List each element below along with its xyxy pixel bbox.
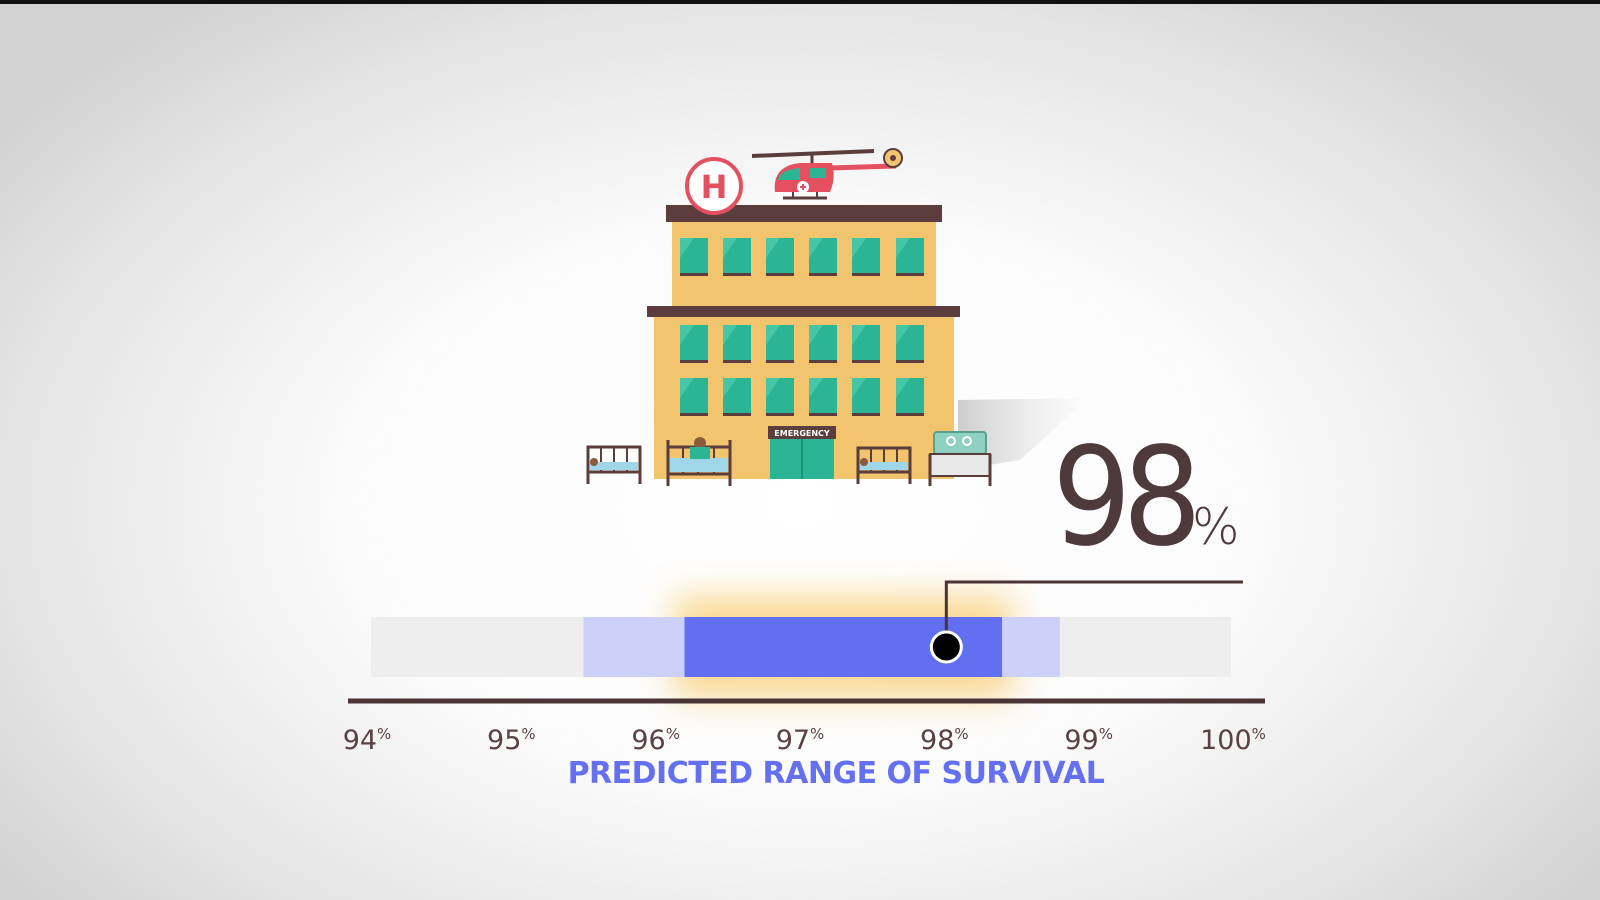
point-estimate-marker — [929, 630, 963, 664]
cornice — [647, 306, 960, 317]
x-axis-title: PREDICTED RANGE OF SURVIVAL — [567, 756, 1105, 791]
windows-upper — [680, 238, 924, 276]
windows-lower — [680, 325, 924, 416]
bed-icon-1 — [586, 445, 642, 484]
point-estimate-value: 98 — [1052, 419, 1202, 577]
emergency-sign: EMERGENCY — [774, 429, 830, 438]
point-estimate-unit: % — [1192, 498, 1240, 556]
helipad-sign — [685, 157, 743, 215]
range-chart: 94% 95% 96% 97% 98% 99% 100% — [343, 580, 1266, 756]
helicopter-icon — [751, 148, 903, 200]
helipad-letter: H — [701, 168, 728, 206]
point-estimate-label: 98% — [1052, 419, 1240, 577]
incubator-icon — [928, 431, 992, 486]
tick-label-94: 94% — [343, 725, 392, 756]
x-axis-tick-labels: 94% 95% 96% 97% 98% 99% 100% — [343, 725, 1266, 756]
tick-label-96: 96% — [631, 725, 680, 756]
upper-floor — [672, 222, 936, 306]
roof-cap — [666, 205, 942, 222]
building-shadow — [958, 398, 1088, 470]
emergency-sign-plate — [768, 426, 836, 439]
bed-icon-3 — [856, 446, 912, 484]
tick-label-98: 98% — [920, 725, 969, 756]
top-border — [0, 0, 1600, 4]
bed-icon-2 — [666, 437, 732, 486]
point-leader-line — [944, 580, 1243, 632]
tick-label-95: 95% — [487, 725, 536, 756]
tick-label-100: 100% — [1200, 725, 1266, 756]
hospital-illustration: EMERGENCY H — [586, 148, 1088, 486]
tick-label-99: 99% — [1064, 725, 1113, 756]
tick-label-97: 97% — [776, 725, 825, 756]
